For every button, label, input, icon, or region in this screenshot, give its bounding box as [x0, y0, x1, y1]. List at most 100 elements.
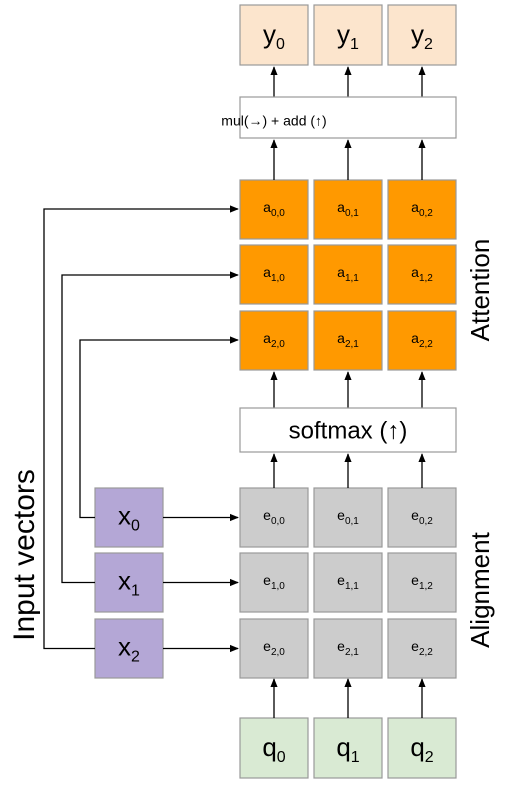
- alignment-cell-label-base: e: [337, 507, 345, 523]
- alignment-cell: [387, 618, 457, 679]
- connector: [61, 271, 239, 584]
- input-box: [94, 487, 164, 548]
- input-label: x0: [118, 500, 140, 534]
- attention-cell-label: a0,1: [337, 199, 359, 219]
- attention-cell-label: a0,2: [411, 199, 433, 219]
- attention-cell-label-sub: 2,2: [419, 339, 433, 350]
- connector: [43, 205, 239, 650]
- attention-cell-label-base: a: [411, 330, 419, 346]
- input-label-sub: 2: [131, 649, 140, 666]
- alignment-cell-label-sub: 2,2: [419, 647, 433, 658]
- alignment-cell: [239, 487, 309, 548]
- output-box: [313, 4, 383, 66]
- query-label-base: q: [336, 732, 350, 762]
- query-label: q1: [336, 732, 359, 766]
- alignment-cell-label-sub: 2,1: [345, 647, 359, 658]
- input-label-sub: 1: [131, 583, 140, 600]
- alignment-cell-label-sub: 1,0: [271, 581, 285, 592]
- alignment-cell-label-sub: 0,0: [271, 516, 285, 527]
- alignment-cell-label-base: e: [263, 507, 271, 523]
- attention-cell: [313, 244, 383, 305]
- query-box: [313, 717, 383, 779]
- attention-cell-label: a1,0: [263, 264, 285, 284]
- attention-cell-label-sub: 2,0: [271, 339, 285, 350]
- attention-cell-label-sub: 0,1: [345, 208, 359, 219]
- alignment-cell-label: e2,2: [411, 638, 433, 658]
- alignment-cell-label: e2,1: [337, 638, 359, 658]
- input-label-sub: 0: [131, 518, 140, 535]
- alignment-cell-label: e1,1: [337, 572, 359, 592]
- alignment-cell-label-base: e: [263, 572, 271, 588]
- attention-cell: [313, 310, 383, 371]
- input-label-base: x: [118, 631, 131, 661]
- alignment-cell-label-base: e: [411, 638, 419, 654]
- input-vectors-label: Input vectors: [8, 469, 41, 641]
- alignment-cell-label-base: e: [337, 638, 345, 654]
- output-box: [387, 4, 457, 66]
- alignment-cell-label-sub: 1,2: [419, 581, 433, 592]
- alignment-cell: [313, 552, 383, 613]
- attention-cell-label-base: a: [411, 264, 419, 280]
- attention-cell-label: a2,0: [263, 330, 285, 350]
- alignment-cell: [387, 552, 457, 613]
- input-label: x2: [118, 631, 140, 665]
- attention-cell-label: a2,2: [411, 330, 433, 350]
- attention-cell-label-sub: 2,1: [345, 339, 359, 350]
- attention-label: Attention: [465, 239, 495, 342]
- attention-cell-label-base: a: [263, 330, 271, 346]
- output-label-sub: 0: [276, 36, 285, 53]
- attention-cell-label-sub: 1,2: [419, 273, 433, 284]
- alignment-cell-label: e0,0: [263, 507, 285, 527]
- output-label-base: y: [411, 19, 424, 49]
- input-box: [94, 552, 164, 613]
- alignment-cell-label: e1,2: [411, 572, 433, 592]
- softmax-label: softmax (↑): [289, 417, 408, 444]
- output-label: y0: [263, 19, 285, 53]
- connector: [79, 336, 239, 519]
- alignment-cell-label-sub: 0,1: [345, 516, 359, 527]
- attention-cell-label-sub: 1,1: [345, 273, 359, 284]
- combine-box: [239, 96, 457, 139]
- output-label-sub: 1: [350, 36, 359, 53]
- softmax-box: [239, 407, 457, 453]
- output-label: y2: [411, 19, 433, 53]
- attention-cell: [387, 244, 457, 305]
- query-label: q0: [262, 732, 285, 766]
- output-box: [239, 4, 309, 66]
- alignment-cell-label: e0,1: [337, 507, 359, 527]
- query-label-sub: 1: [351, 749, 360, 766]
- query-label-sub: 2: [425, 749, 434, 766]
- attention-cell-label: a2,1: [337, 330, 359, 350]
- alignment-cell-label-sub: 1,1: [345, 581, 359, 592]
- attention-cell-label-base: a: [263, 199, 271, 215]
- combine-label: mul(→) + add (↑): [221, 113, 326, 129]
- attention-cell-label: a1,2: [411, 264, 433, 284]
- attention-cell-label: a1,1: [337, 264, 359, 284]
- alignment-cell-label: e0,2: [411, 507, 433, 527]
- alignment-cell: [239, 552, 309, 613]
- query-label-sub: 0: [277, 749, 286, 766]
- alignment-cell-label-base: e: [411, 507, 419, 523]
- attention-cell-label-sub: 1,0: [271, 273, 285, 284]
- input-label-base: x: [118, 500, 131, 530]
- alignment-cell: [387, 487, 457, 548]
- attention-cell-label-sub: 0,2: [419, 208, 433, 219]
- input-label: x1: [118, 565, 140, 599]
- query-box: [239, 717, 309, 779]
- attention-cell: [239, 310, 309, 371]
- attention-cell: [239, 244, 309, 305]
- output-label: y1: [337, 19, 359, 53]
- attention-cell-label-base: a: [337, 264, 345, 280]
- attention-cell-label-base: a: [337, 330, 345, 346]
- query-label-base: q: [410, 732, 424, 762]
- attention-cell-label-sub: 0,0: [271, 208, 285, 219]
- alignment-cell-label: e1,0: [263, 572, 285, 592]
- alignment-cell-label-sub: 0,2: [419, 516, 433, 527]
- output-label-base: y: [263, 19, 276, 49]
- alignment-label: Alignment: [465, 531, 495, 647]
- input-label-base: x: [118, 565, 131, 595]
- alignment-cell-label-sub: 2,0: [271, 647, 285, 658]
- alignment-cell: [313, 487, 383, 548]
- alignment-cell-label-base: e: [263, 638, 271, 654]
